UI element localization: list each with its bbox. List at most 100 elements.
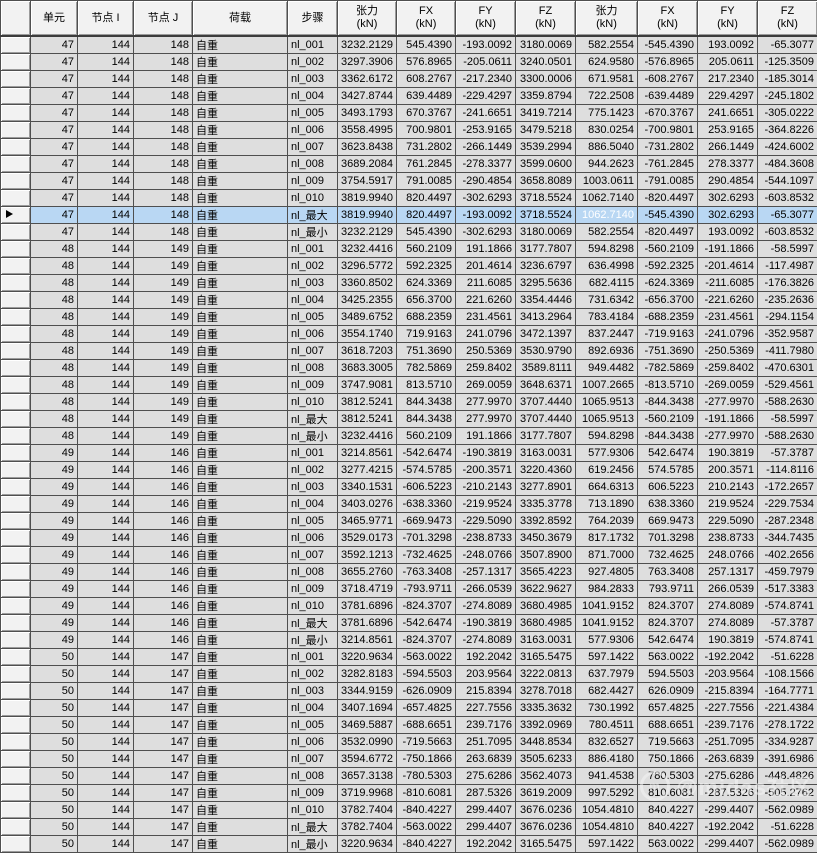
cell-fy-j[interactable]: -211.6085 — [698, 274, 758, 291]
cell-fy-j[interactable]: 190.3819 — [698, 631, 758, 648]
cell-node-j[interactable]: 146 — [134, 529, 193, 546]
cell-fx-j[interactable]: 542.6474 — [638, 631, 698, 648]
cell-tension-i[interactable]: 3232.4416 — [338, 240, 397, 257]
cell-tension-j[interactable]: 817.1732 — [576, 529, 638, 546]
cell-tension-i[interactable]: 3403.0276 — [338, 495, 397, 512]
cell-load[interactable]: 自重 — [193, 495, 288, 512]
cell-tension-i[interactable]: 3655.2760 — [338, 563, 397, 580]
cell-fy-i[interactable]: 250.5369 — [456, 342, 516, 359]
cell-load[interactable]: 自重 — [193, 529, 288, 546]
cell-element[interactable]: 49 — [31, 478, 78, 495]
cell-step[interactable]: nl_001 — [288, 444, 338, 461]
row-selector[interactable] — [1, 750, 31, 767]
cell-element[interactable]: 48 — [31, 274, 78, 291]
cell-fz-j[interactable]: -574.8741 — [758, 597, 817, 614]
cell-fx-i[interactable]: -594.5503 — [397, 665, 456, 682]
cell-fz-i[interactable]: 3507.8900 — [516, 546, 576, 563]
cell-fz-i[interactable]: 3180.0069 — [516, 223, 576, 240]
row-selector[interactable] — [1, 342, 31, 359]
cell-tension-j[interactable]: 1062.7140 — [576, 206, 638, 223]
cell-fx-i[interactable]: 688.2359 — [397, 308, 456, 325]
cell-tension-j[interactable]: 636.4998 — [576, 257, 638, 274]
cell-tension-i[interactable]: 3819.9940 — [338, 189, 397, 206]
cell-load[interactable]: 自重 — [193, 461, 288, 478]
cell-tension-i[interactable]: 3214.8561 — [338, 444, 397, 461]
cell-node-i[interactable]: 144 — [78, 104, 134, 121]
cell-step[interactable]: nl_004 — [288, 291, 338, 308]
cell-tension-j[interactable]: 624.9580 — [576, 53, 638, 70]
cell-node-i[interactable]: 144 — [78, 478, 134, 495]
cell-node-i[interactable]: 144 — [78, 563, 134, 580]
cell-node-j[interactable]: 147 — [134, 835, 193, 852]
cell-tension-i[interactable]: 3719.9968 — [338, 784, 397, 801]
cell-fz-i[interactable]: 3619.2009 — [516, 784, 576, 801]
cell-node-i[interactable]: 144 — [78, 444, 134, 461]
cell-fx-j[interactable]: 638.3360 — [638, 495, 698, 512]
cell-fz-i[interactable]: 3335.3632 — [516, 699, 576, 716]
cell-node-j[interactable]: 146 — [134, 563, 193, 580]
cell-fx-i[interactable]: 545.4390 — [397, 36, 456, 54]
cell-fz-j[interactable]: -411.7980 — [758, 342, 817, 359]
cell-fy-j[interactable]: -299.4407 — [698, 801, 758, 818]
cell-node-j[interactable]: 146 — [134, 495, 193, 512]
cell-step[interactable]: nl_006 — [288, 325, 338, 342]
cell-fz-j[interactable]: -57.3787 — [758, 444, 817, 461]
cell-fy-i[interactable]: 263.6839 — [456, 750, 516, 767]
cell-fy-j[interactable]: 217.2340 — [698, 70, 758, 87]
cell-fx-i[interactable]: 731.2802 — [397, 138, 456, 155]
row-selector[interactable] — [1, 631, 31, 648]
cell-fx-j[interactable]: -656.3700 — [638, 291, 698, 308]
cell-node-i[interactable]: 144 — [78, 546, 134, 563]
cell-step[interactable]: nl_001 — [288, 648, 338, 665]
cell-node-j[interactable]: 148 — [134, 87, 193, 104]
cell-fx-i[interactable]: 761.2845 — [397, 155, 456, 172]
cell-fz-i[interactable]: 3165.5475 — [516, 648, 576, 665]
cell-fz-i[interactable]: 3680.4985 — [516, 597, 576, 614]
col-header-node-j[interactable]: 节点 J — [134, 1, 193, 36]
cell-fx-i[interactable]: -542.6474 — [397, 614, 456, 631]
cell-element[interactable]: 47 — [31, 223, 78, 240]
cell-tension-j[interactable]: 713.1890 — [576, 495, 638, 512]
cell-tension-j[interactable]: 730.1992 — [576, 699, 638, 716]
cell-tension-j[interactable]: 597.1422 — [576, 648, 638, 665]
cell-fy-i[interactable]: -219.9524 — [456, 495, 516, 512]
cell-fy-j[interactable]: -250.5369 — [698, 342, 758, 359]
cell-step[interactable]: nl_004 — [288, 87, 338, 104]
cell-tension-j[interactable]: 1062.7140 — [576, 189, 638, 206]
cell-tension-j[interactable]: 731.6342 — [576, 291, 638, 308]
cell-fx-j[interactable]: 840.4227 — [638, 801, 698, 818]
cell-fy-j[interactable]: 193.0092 — [698, 36, 758, 54]
cell-fx-i[interactable]: 576.8965 — [397, 53, 456, 70]
cell-tension-j[interactable]: 577.9306 — [576, 631, 638, 648]
cell-tension-j[interactable]: 886.5040 — [576, 138, 638, 155]
cell-load[interactable]: 自重 — [193, 614, 288, 631]
col-header-fz-i[interactable]: FZ(kN) — [516, 1, 576, 36]
cell-tension-i[interactable]: 3214.8561 — [338, 631, 397, 648]
cell-fx-j[interactable]: -700.9801 — [638, 121, 698, 138]
cell-fy-j[interactable]: 193.0092 — [698, 223, 758, 240]
cell-fx-i[interactable]: 813.5710 — [397, 376, 456, 393]
cell-tension-j[interactable]: 582.2554 — [576, 36, 638, 54]
row-selector[interactable] — [1, 376, 31, 393]
col-header-fx-j[interactable]: FX(kN) — [638, 1, 698, 36]
cell-fx-j[interactable]: -844.3438 — [638, 427, 698, 444]
cell-fx-j[interactable]: -751.3690 — [638, 342, 698, 359]
cell-tension-j[interactable]: 637.7979 — [576, 665, 638, 682]
cell-node-j[interactable]: 149 — [134, 393, 193, 410]
cell-fy-j[interactable]: 266.0539 — [698, 580, 758, 597]
cell-fz-i[interactable]: 3448.8534 — [516, 733, 576, 750]
cell-fx-i[interactable]: -750.1866 — [397, 750, 456, 767]
cell-tension-j[interactable]: 997.5292 — [576, 784, 638, 801]
row-selector[interactable] — [1, 767, 31, 784]
cell-fy-i[interactable]: 227.7556 — [456, 699, 516, 716]
row-selector[interactable] — [1, 70, 31, 87]
row-selector[interactable] — [1, 121, 31, 138]
cell-fx-j[interactable]: -719.9163 — [638, 325, 698, 342]
cell-fx-j[interactable]: 793.9711 — [638, 580, 698, 597]
cell-fz-j[interactable]: -221.4384 — [758, 699, 817, 716]
cell-element[interactable]: 49 — [31, 546, 78, 563]
cell-tension-i[interactable]: 3657.3138 — [338, 767, 397, 784]
cell-fz-j[interactable]: -470.6301 — [758, 359, 817, 376]
cell-fy-i[interactable]: 231.4561 — [456, 308, 516, 325]
cell-node-j[interactable]: 147 — [134, 716, 193, 733]
